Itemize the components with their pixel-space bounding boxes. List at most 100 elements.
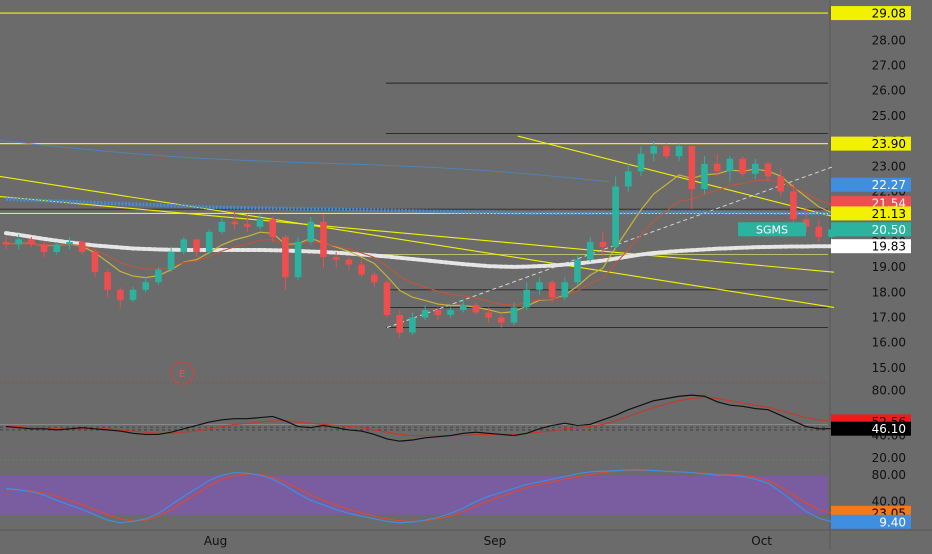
candle-body[interactable] — [256, 219, 264, 227]
candle-body[interactable] — [53, 244, 61, 252]
price-axis-tag-box — [831, 6, 911, 21]
candle-body[interactable] — [663, 146, 670, 157]
candle-body[interactable] — [625, 171, 632, 187]
candle-body[interactable] — [269, 219, 276, 237]
rsi-axis-tag: 46.10 — [872, 422, 906, 436]
candle-body[interactable] — [523, 289, 530, 308]
candle-body[interactable] — [332, 257, 340, 260]
candle-body[interactable] — [40, 244, 48, 252]
trendline[interactable] — [0, 175, 835, 308]
candle-body[interactable] — [777, 176, 784, 192]
candle-body[interactable] — [218, 221, 226, 232]
ma-white-line — [4, 231, 834, 269]
price-axis-tick-label: 16.00 — [872, 336, 906, 350]
earnings-marker-circle[interactable] — [170, 361, 194, 385]
candle-body[interactable] — [78, 241, 86, 252]
candle-body[interactable] — [358, 264, 365, 275]
candle-body[interactable] — [421, 309, 429, 318]
candle-body[interactable] — [345, 259, 353, 265]
price-axis-tick-label: 27.00 — [872, 58, 906, 72]
candle-body[interactable] — [180, 239, 188, 252]
candle-body[interactable] — [739, 158, 746, 174]
candle-body[interactable] — [701, 163, 708, 189]
time-axis-label: Oct — [751, 534, 772, 548]
ma-blue-line — [5, 197, 832, 216]
candle-body[interactable] — [142, 282, 149, 290]
candle-body[interactable] — [764, 163, 772, 177]
candle-body[interactable] — [802, 219, 810, 227]
candle-body[interactable] — [15, 239, 22, 245]
candle-body[interactable] — [459, 304, 467, 310]
candle-body[interactable] — [307, 221, 315, 242]
candle-body[interactable] — [574, 259, 581, 283]
candle-body[interactable] — [231, 221, 238, 225]
price-axis-tick-label: 28.00 — [872, 33, 906, 47]
candle-body[interactable] — [396, 314, 403, 333]
price-axis-tag-box — [831, 239, 911, 254]
price-axis-tag: 20.50 — [872, 223, 906, 237]
price-axis-tick-label: 25.00 — [872, 109, 906, 123]
candle-body[interactable] — [675, 146, 683, 157]
rsi-axis-tick-label: 20.00 — [872, 451, 906, 465]
candle-body[interactable] — [726, 158, 734, 172]
candle-body[interactable] — [104, 272, 111, 290]
candle-body[interactable] — [815, 226, 823, 237]
price-axis-tag-box — [831, 136, 911, 151]
price-axis-tag: 19.83 — [872, 240, 906, 254]
candle-body[interactable] — [2, 241, 10, 245]
candle-body[interactable] — [586, 241, 594, 260]
dashed-support-line[interactable] — [386, 165, 835, 329]
trendline[interactable] — [0, 196, 835, 273]
candle-body[interactable] — [713, 163, 721, 172]
candle-body[interactable] — [129, 289, 137, 300]
candle-body[interactable] — [637, 153, 645, 172]
stoch-band — [0, 475, 828, 515]
candle-body[interactable] — [409, 317, 416, 333]
candle-body[interactable] — [167, 251, 175, 270]
candle-body[interactable] — [561, 282, 569, 298]
price-axis-tag: 29.08 — [872, 7, 906, 21]
candle-body[interactable] — [548, 282, 556, 298]
price-axis-tag-box — [831, 206, 911, 221]
candle-body[interactable] — [91, 251, 99, 273]
rsi-axis-tick-label: 80.00 — [872, 384, 906, 398]
candle-body[interactable] — [612, 186, 619, 247]
stoch-axis-tick-label: 80.00 — [872, 468, 906, 482]
symbol-tag-label: SGMS — [756, 223, 788, 236]
candle-body[interactable] — [282, 236, 289, 278]
candle-body[interactable] — [650, 146, 657, 154]
candle-body[interactable] — [193, 239, 200, 252]
candle-body[interactable] — [510, 307, 518, 323]
candle-body[interactable] — [117, 289, 124, 300]
candle-body[interactable] — [244, 224, 251, 227]
candle-body[interactable] — [320, 221, 327, 258]
price-axis-tag-box — [831, 177, 911, 192]
price-axis-tag: 22.27 — [872, 178, 906, 192]
price-axis-tick-label: 19.00 — [872, 260, 906, 274]
candle-body[interactable] — [599, 241, 607, 247]
candle-body[interactable] — [371, 274, 378, 283]
candle-body[interactable] — [485, 312, 492, 318]
candle-body[interactable] — [205, 231, 213, 252]
candle-body[interactable] — [472, 304, 480, 313]
candle-body[interactable] — [434, 309, 442, 315]
trendline[interactable] — [517, 135, 835, 218]
price-axis-tick-label: 18.00 — [872, 285, 906, 299]
candle-body[interactable] — [28, 239, 35, 245]
candle-body[interactable] — [294, 241, 302, 278]
time-axis-label: Sep — [484, 534, 507, 548]
candle-body[interactable] — [155, 269, 162, 283]
candle-body[interactable] — [790, 191, 797, 220]
candle-body[interactable] — [688, 146, 696, 189]
price-axis-tick-label: 26.00 — [872, 84, 906, 98]
stoch-axis-tag-box — [831, 514, 911, 529]
symbol-tag — [738, 222, 806, 237]
candle-body[interactable] — [66, 241, 73, 245]
candle-body[interactable] — [498, 317, 505, 323]
candle-body[interactable] — [447, 309, 454, 315]
candle-body[interactable] — [383, 282, 391, 315]
candle-body[interactable] — [536, 282, 543, 290]
candle-body[interactable] — [752, 163, 759, 174]
